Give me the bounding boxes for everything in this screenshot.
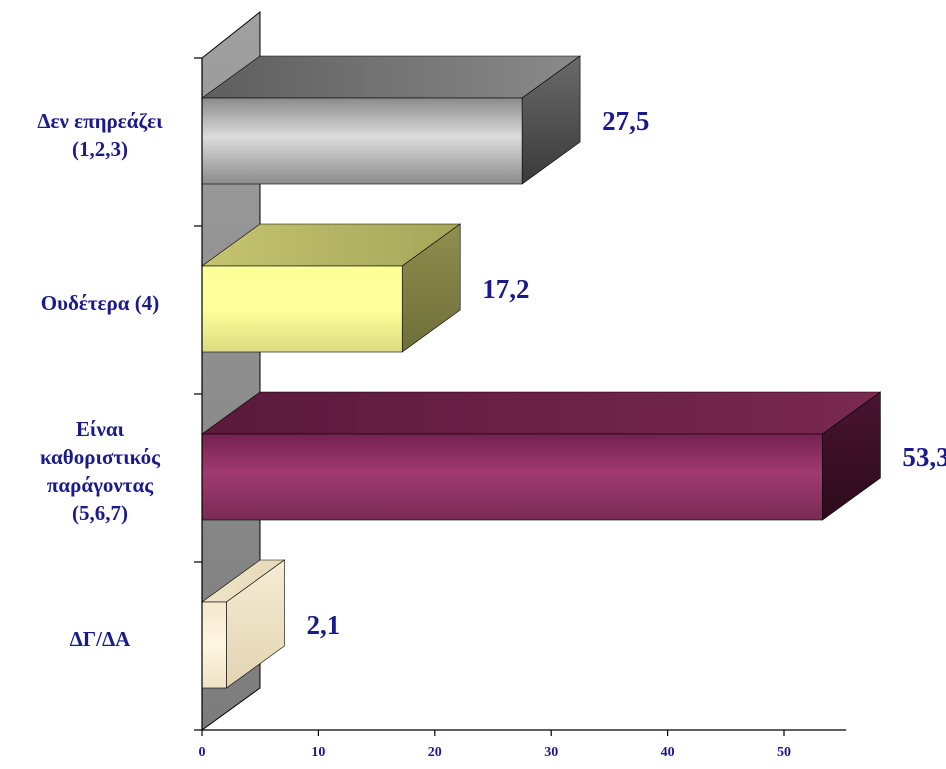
x-tick-label-4: 40 — [661, 745, 675, 760]
bar-front-face — [201, 265, 403, 353]
x-tick-label-3: 30 — [544, 745, 558, 760]
value-label-0: 27,5 — [602, 106, 649, 136]
value-label-1: 17,2 — [482, 274, 529, 304]
bars-layer — [201, 55, 882, 689]
x-tick-label-1: 10 — [311, 745, 325, 760]
bar-0 — [201, 55, 582, 185]
value-label-3: 2,1 — [306, 610, 340, 640]
category-label-1: Ουδέτερα (4) — [41, 291, 159, 315]
x-tick-label-0: 0 — [199, 745, 206, 760]
bar-front-face — [201, 433, 823, 521]
labels-layer: 27,5 Δεν επηρεάζει (1,2,3) 17,2 Ουδέτερα (4)… — [37, 106, 946, 651]
axes-layer: 0 10 20 30 40 50 — [194, 57, 847, 760]
x-tick-label-5: 50 — [777, 745, 791, 760]
bar-front-face — [201, 601, 227, 689]
bar-front-face — [201, 97, 523, 185]
category-label-2: Είναι καθοριστικός παράγοντας (5,6,7) — [40, 417, 161, 525]
category-label-0: Δεν επηρεάζει (1,2,3) — [37, 109, 163, 161]
category-label-3: ΔΓ/ΔΑ — [70, 627, 132, 651]
bar-1 — [201, 223, 462, 353]
x-tick-label-2: 20 — [428, 745, 442, 760]
value-label-2: 53,3 — [902, 442, 946, 472]
bar-top-face — [201, 55, 582, 99]
bar-top-face — [201, 391, 882, 435]
bar-3 — [201, 559, 286, 689]
bar-2 — [201, 391, 882, 521]
